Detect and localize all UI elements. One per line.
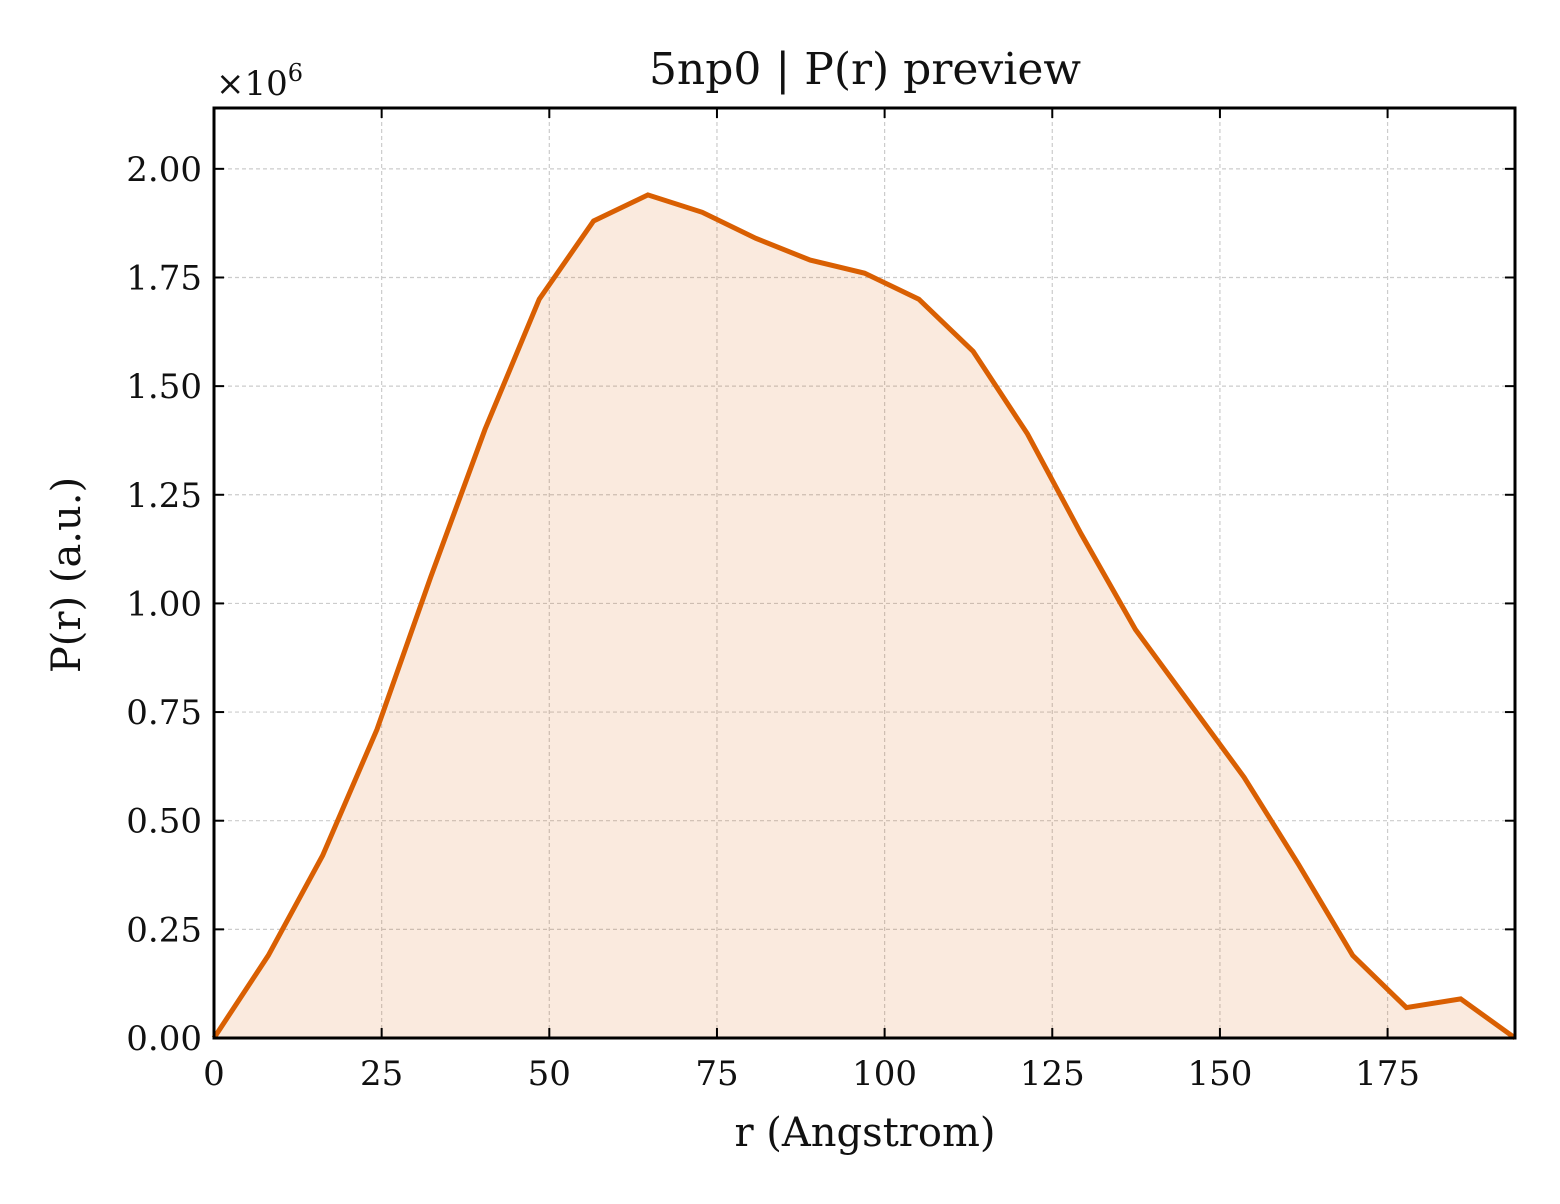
y-multiplier-exponent: 6 bbox=[288, 59, 303, 87]
x-tick-label: 175 bbox=[1355, 1054, 1420, 1094]
y-axis-multiplier: ×106 bbox=[216, 59, 303, 104]
plot-frame bbox=[212, 106, 1517, 1040]
x-tick-label: 100 bbox=[852, 1054, 917, 1094]
y-tick-label: 1.75 bbox=[126, 258, 202, 298]
x-tick-label: 50 bbox=[528, 1054, 571, 1094]
plot-area-fill-layer bbox=[214, 194, 1515, 1039]
y-axis-label: P(r) (a.u.) bbox=[44, 477, 90, 673]
y-tick-label: 0.75 bbox=[126, 693, 202, 733]
y-tick-label: 1.50 bbox=[126, 367, 202, 407]
y-tick-label: 1.00 bbox=[126, 584, 202, 624]
x-tick-label: 150 bbox=[1187, 1054, 1252, 1094]
y-tick-label: 2.00 bbox=[126, 150, 202, 190]
y-tick-label: 0.25 bbox=[126, 910, 202, 950]
labels: 5np0 | P(r) preview r (Angstrom) P(r) (a… bbox=[44, 44, 1081, 1156]
x-tick-label: 125 bbox=[1020, 1054, 1085, 1094]
plot-line-layer bbox=[211, 192, 1517, 1041]
grid bbox=[214, 108, 1515, 1038]
chart-title: 5np0 | P(r) preview bbox=[649, 44, 1081, 95]
y-tick-label: 0.00 bbox=[126, 1019, 202, 1059]
ticks: 0 25 50 75 100 125 150 175 0.00 0.25 0.50 0.75 1.00 1… bbox=[126, 108, 1515, 1094]
series-line bbox=[211, 192, 1517, 1041]
x-tick-label: 75 bbox=[695, 1054, 738, 1094]
x-axis-label: r (Angstrom) bbox=[734, 1110, 995, 1156]
y-tick-label: 1.25 bbox=[126, 476, 202, 516]
x-tick-label: 0 bbox=[203, 1054, 225, 1094]
y-multiplier-base: ×10 bbox=[216, 64, 288, 104]
x-tick-label: 25 bbox=[360, 1054, 403, 1094]
series-area-fill bbox=[214, 194, 1515, 1039]
axes bbox=[212, 106, 1517, 1040]
y-tick-label: 0.50 bbox=[126, 802, 202, 842]
